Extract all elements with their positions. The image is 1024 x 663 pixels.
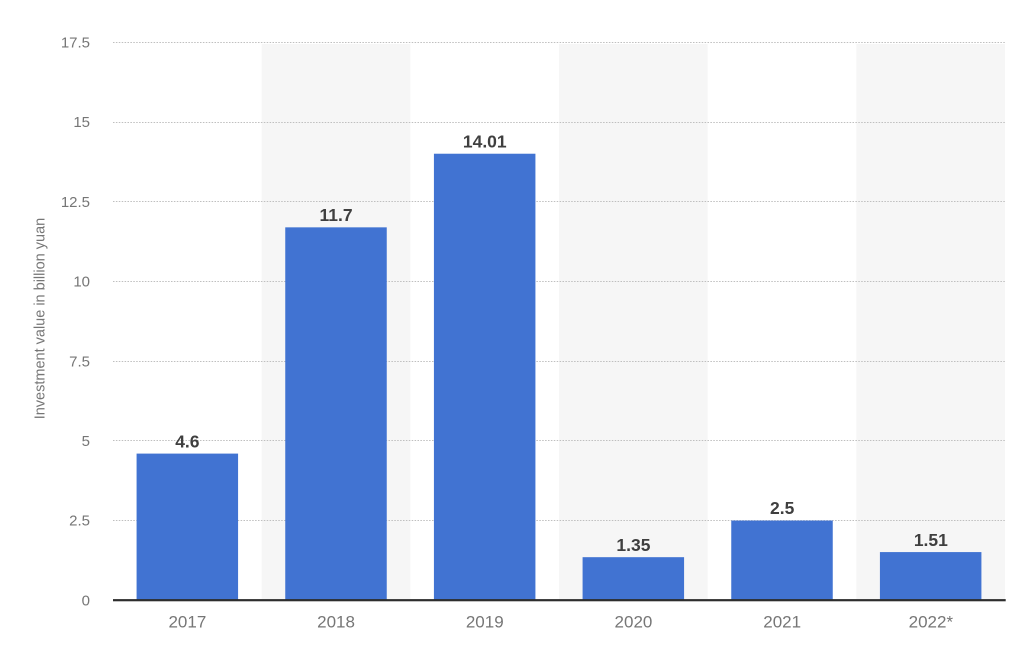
svg-text:5: 5 [82,433,90,450]
svg-text:12.5: 12.5 [61,194,90,211]
svg-text:2022*: 2022* [909,613,954,632]
svg-text:Investment value in billion yu: Investment value in billion yuan [33,218,49,420]
svg-text:1.51: 1.51 [914,530,948,550]
svg-text:1.35: 1.35 [616,535,650,555]
svg-text:2018: 2018 [317,613,355,632]
svg-text:2.5: 2.5 [770,498,795,518]
svg-text:4.6: 4.6 [175,431,200,451]
svg-text:14.01: 14.01 [463,131,507,151]
svg-text:2021: 2021 [763,613,801,632]
svg-text:2.5: 2.5 [69,513,90,530]
svg-text:2017: 2017 [168,613,206,632]
svg-text:2020: 2020 [615,613,653,632]
svg-text:7.5: 7.5 [69,353,90,370]
svg-text:2019: 2019 [466,613,504,632]
svg-text:15: 15 [73,114,90,131]
svg-text:17.5: 17.5 [61,35,90,52]
svg-text:0: 0 [82,592,90,609]
svg-text:10: 10 [73,274,90,291]
svg-text:11.7: 11.7 [320,205,353,225]
